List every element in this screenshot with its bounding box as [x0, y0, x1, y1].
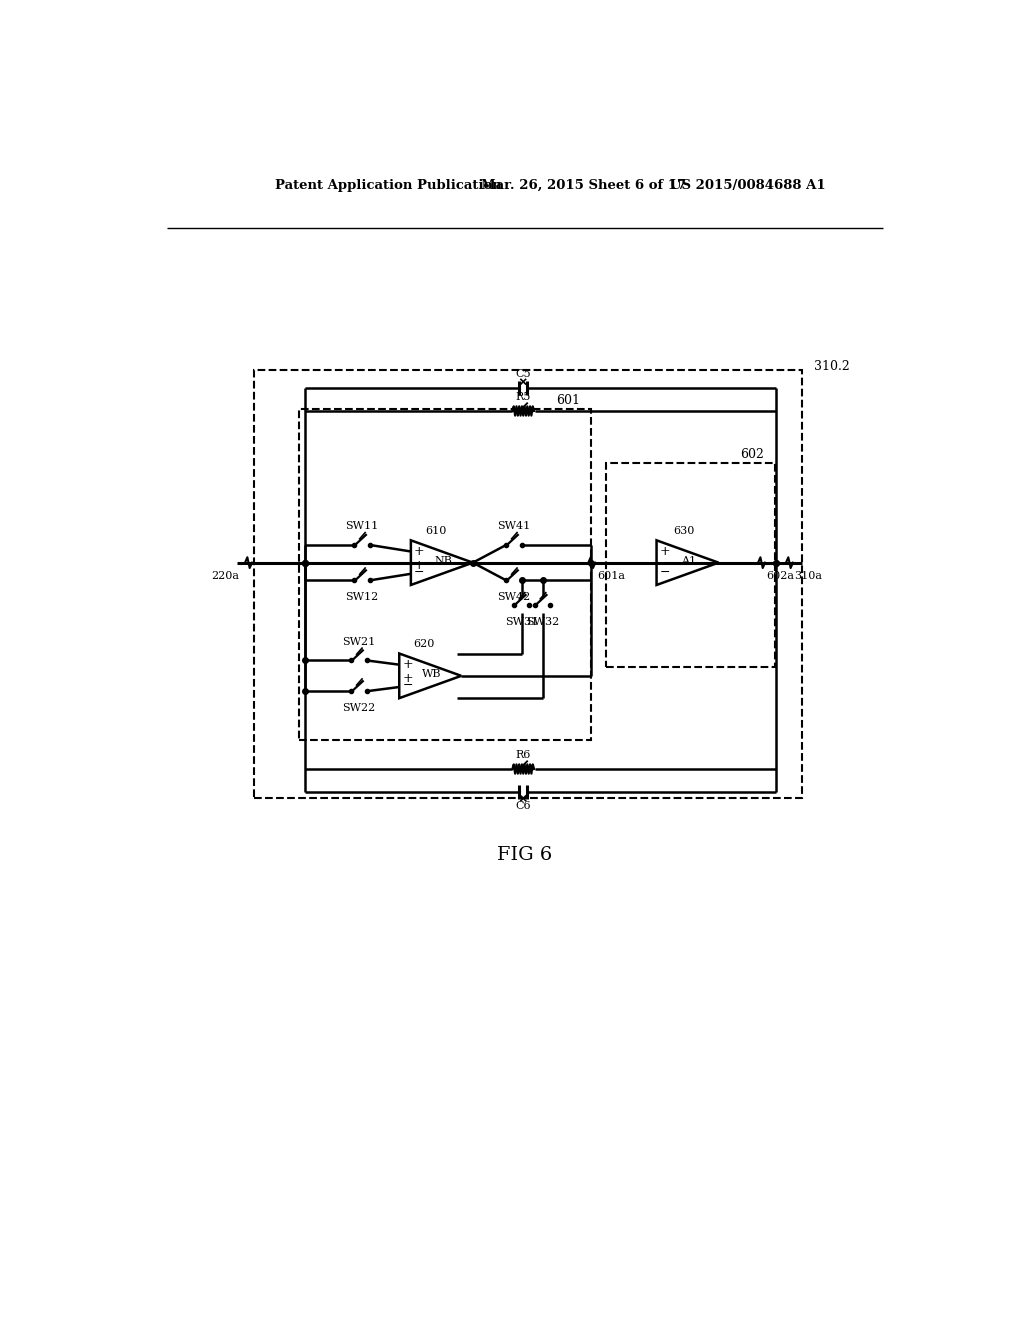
Text: +: + [414, 560, 425, 572]
Text: C5: C5 [515, 370, 531, 379]
Text: 630: 630 [673, 527, 694, 536]
Text: R5: R5 [515, 392, 530, 403]
Text: NB: NB [434, 556, 453, 566]
Text: +: + [402, 657, 413, 671]
Text: SW32: SW32 [526, 616, 559, 627]
Text: 310.2: 310.2 [814, 360, 850, 372]
Text: A1: A1 [682, 556, 696, 566]
Text: SW11: SW11 [345, 521, 379, 532]
Bar [299, 409, 592, 739]
Text: 601a: 601a [597, 570, 625, 581]
Text: +: + [414, 545, 425, 557]
Text: −: − [402, 680, 413, 692]
Text: FIG 6: FIG 6 [498, 846, 552, 865]
Text: 610: 610 [425, 527, 446, 536]
Text: C6: C6 [515, 801, 531, 810]
Text: −: − [414, 566, 425, 579]
Text: 620: 620 [414, 639, 435, 649]
Text: WB: WB [422, 669, 441, 680]
Text: Patent Application Publication: Patent Application Publication [275, 178, 502, 191]
Text: 602a: 602a [767, 570, 795, 581]
Text: +: + [659, 545, 671, 557]
Text: Mar. 26, 2015 Sheet 6 of 17: Mar. 26, 2015 Sheet 6 of 17 [480, 178, 686, 191]
Text: SW31: SW31 [505, 616, 539, 627]
Text: 310a: 310a [795, 570, 822, 581]
Text: −: − [659, 566, 671, 579]
Text: SW42: SW42 [498, 593, 530, 602]
Text: SW12: SW12 [345, 593, 379, 602]
Text: R6: R6 [515, 750, 530, 760]
Text: 602: 602 [740, 449, 764, 462]
Text: SW41: SW41 [498, 521, 530, 532]
Text: SW22: SW22 [342, 704, 376, 713]
Bar [606, 462, 775, 667]
Bar [254, 370, 802, 797]
Text: 601: 601 [556, 395, 581, 408]
Text: 220a: 220a [211, 570, 239, 581]
Text: US 2015/0084688 A1: US 2015/0084688 A1 [671, 178, 826, 191]
Text: +: + [402, 672, 413, 685]
Text: SW21: SW21 [342, 638, 376, 647]
